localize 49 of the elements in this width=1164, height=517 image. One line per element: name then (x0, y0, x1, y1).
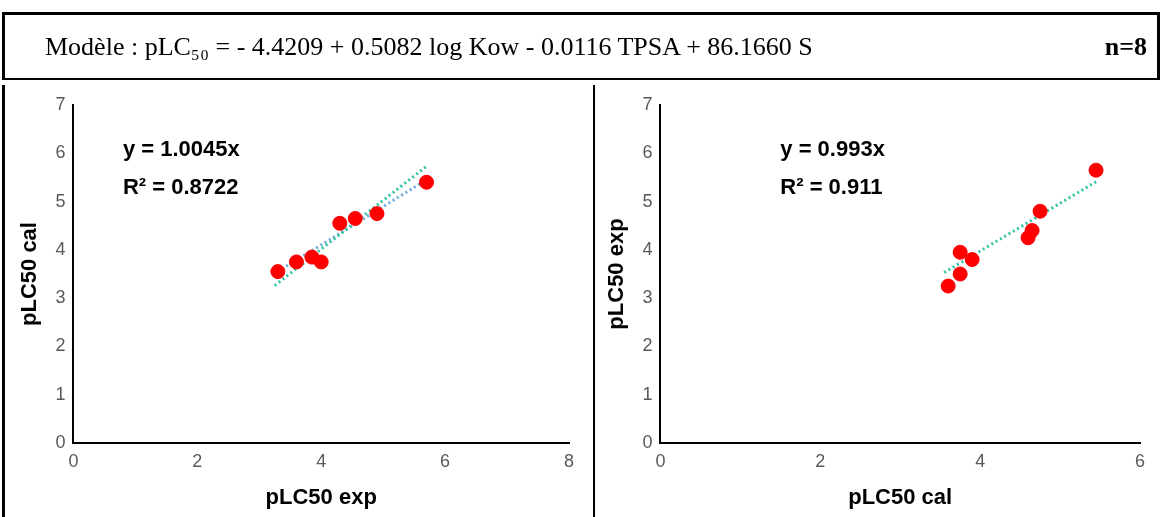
y-tick-label: 6 (642, 142, 653, 163)
y-tick-label: 4 (55, 238, 66, 259)
y-tick-label: 3 (55, 287, 66, 308)
y-axis-title: pLC50 exp (603, 218, 629, 330)
annotation: y = 0.993x (780, 136, 886, 162)
point (347, 210, 363, 226)
point (1024, 223, 1040, 239)
y-tick-label: 1 (642, 383, 653, 404)
point (288, 254, 304, 270)
annotation: y = 1.0045x (122, 136, 241, 162)
point (332, 215, 348, 231)
point (1088, 162, 1104, 178)
y-tick-label: 2 (55, 335, 66, 356)
y-tick-label: 7 (642, 93, 653, 114)
y-tick-label: 5 (642, 190, 653, 211)
y-tick-label: 0 (642, 431, 653, 452)
point (940, 278, 956, 294)
x-tick-label: 6 (440, 450, 451, 471)
y-tick-label: 2 (642, 335, 653, 356)
x-tick-label: 4 (975, 450, 986, 471)
point (419, 174, 435, 190)
y-tick-label: 7 (55, 93, 66, 114)
x-axis-title: pLC50 exp (265, 483, 377, 509)
point (270, 264, 286, 280)
y-tick-label: 5 (55, 190, 66, 211)
x-tick-label: 0 (68, 450, 79, 471)
annotation: R² = 0.911 (780, 174, 883, 200)
point (952, 244, 968, 260)
text: Modèle : pLC₅₀ = - 4.4209 + 0.5082 log Kow - 0.0116 TPSA + 86.1660 S (45, 31, 813, 62)
point (952, 266, 968, 282)
text: n=8 (1104, 31, 1147, 62)
x-tick-label: 6 (1134, 450, 1146, 471)
y-tick-label: 3 (642, 287, 653, 308)
annotation: R² = 0.8722 (122, 174, 239, 200)
y-tick-label: 0 (55, 431, 66, 452)
x-tick-label: 8 (563, 450, 575, 471)
y-tick-label: 4 (642, 238, 653, 259)
x-axis-title: pLC50 cal (848, 483, 953, 509)
x-tick-label: 0 (655, 450, 666, 471)
y-tick-label: 1 (55, 383, 66, 404)
y-axis-title: pLC50 cal (16, 222, 42, 326)
y-tick-label: 6 (55, 142, 66, 163)
point (313, 254, 329, 270)
point (1032, 203, 1048, 219)
x-tick-label: 2 (815, 450, 826, 471)
point (964, 252, 980, 268)
x-tick-label: 2 (192, 450, 203, 471)
x-tick-label: 4 (316, 450, 327, 471)
point (369, 206, 385, 222)
